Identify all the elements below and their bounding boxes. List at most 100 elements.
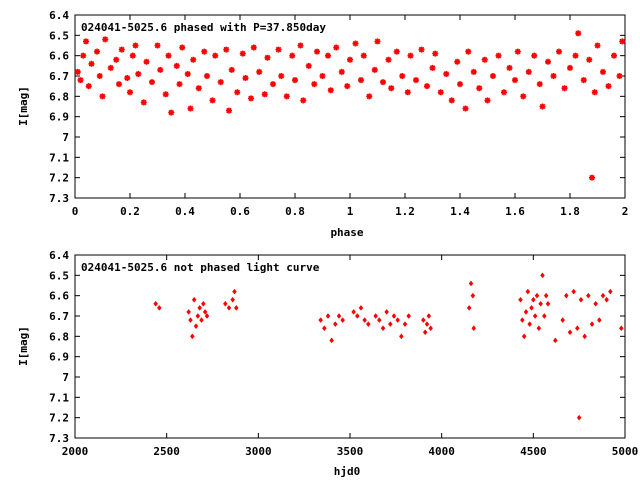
unphased-data-point — [202, 309, 208, 315]
unphased-data-point — [553, 337, 558, 344]
phased-data-point — [476, 85, 483, 92]
phased-data-point — [481, 56, 488, 63]
unphased-data-point — [358, 304, 364, 311]
phased-data-point — [506, 64, 513, 71]
phased-data-point — [297, 42, 304, 49]
unphased-data-point — [582, 333, 587, 340]
phased-data-point — [239, 50, 246, 57]
phased-y-tick-label: 6.7 — [49, 70, 69, 83]
unphased-data-point — [232, 288, 237, 295]
phased-data-point — [270, 81, 276, 88]
phased-y-tick-label: 7.1 — [49, 151, 69, 164]
unphased-data-point — [391, 313, 397, 319]
phased-data-point — [325, 52, 331, 59]
unphased-axis-ticks: 2000 2500 3000 3500 4000 4500 5000 6.4 6.5 6.6 6.7… — [49, 249, 638, 458]
phased-data-point — [531, 52, 538, 59]
unphased-data-point — [576, 414, 582, 421]
phased-data-point — [165, 52, 172, 59]
phased-data-point — [289, 52, 296, 59]
phased-data-point — [292, 77, 298, 84]
phased-data-point — [132, 42, 139, 49]
phased-data-point — [454, 58, 461, 65]
phased-data-point — [256, 68, 263, 75]
phased-data-point — [77, 77, 84, 84]
phased-x-tick-label: 0 — [72, 205, 79, 218]
phased-data-point — [264, 54, 271, 61]
unphased-data-point — [230, 296, 235, 303]
phased-data-point — [600, 68, 606, 75]
phased-data-point — [457, 81, 463, 88]
phased-data-point — [333, 44, 340, 51]
unphased-data-point — [540, 272, 545, 279]
phased-data-point — [404, 89, 411, 96]
unphased-data-point — [333, 321, 338, 328]
unphased-data-point — [384, 309, 389, 315]
phased-y-tick-label: 6.8 — [49, 90, 69, 103]
phased-data-point — [338, 68, 345, 75]
phased-data-point — [278, 73, 285, 79]
phased-data-point — [429, 64, 436, 71]
unphased-data-point — [575, 325, 580, 332]
unphased-data-point — [564, 292, 569, 299]
phased-data-point — [154, 42, 161, 49]
unphased-data-point — [543, 292, 549, 299]
phased-data-point — [580, 77, 587, 84]
unphased-data-point — [201, 300, 206, 307]
phased-data-point — [74, 68, 81, 75]
unphased-data-point — [521, 333, 527, 340]
unphased-data-point — [470, 292, 476, 299]
unphased-x-tick-label: 3500 — [337, 445, 364, 458]
unphased-data-point — [593, 300, 598, 307]
unphased-data-point — [195, 313, 201, 319]
unphased-data-point — [531, 296, 536, 303]
phased-data-point — [118, 46, 125, 53]
unphased-data-point — [529, 304, 534, 311]
phased-x-tick-label: 0.6 — [230, 205, 250, 218]
phased-y-tick-label: 6.9 — [49, 111, 69, 124]
phased-data-point — [226, 107, 232, 114]
phased-data-point — [539, 103, 546, 110]
unphased-y-tick-label: 6.5 — [49, 269, 69, 282]
unphased-data-point — [523, 309, 529, 315]
unphased-x-tick-label: 2000 — [62, 445, 89, 458]
phased-data-point — [99, 93, 106, 100]
phased-data-point — [495, 52, 502, 59]
phased-data-point — [80, 52, 87, 59]
unphased-data-points — [153, 272, 624, 421]
unphased-data-point — [527, 321, 532, 328]
phased-data-point — [113, 56, 120, 63]
phased-data-point — [173, 62, 180, 69]
phased-x-tick-label: 0.2 — [120, 205, 140, 218]
phased-data-point — [347, 56, 353, 63]
phased-chart: 024041-5025.6 phased with P=37.850day ph… — [17, 9, 628, 239]
unphased-data-point — [542, 313, 547, 319]
unphased-y-tick-label: 7 — [62, 371, 69, 384]
phased-data-point — [462, 105, 469, 112]
unphased-data-point — [366, 321, 371, 328]
phased-data-point — [352, 40, 359, 47]
unphased-data-point — [355, 313, 360, 319]
unphased-data-point — [204, 313, 210, 319]
unphased-y-tick-label: 6.7 — [49, 310, 69, 323]
unphased-data-point — [597, 317, 602, 323]
unphased-data-point — [402, 321, 408, 328]
unphased-y-tick-label: 6.6 — [49, 290, 69, 303]
phased-data-point — [242, 75, 249, 82]
phased-data-point — [432, 50, 439, 57]
phased-data-point — [374, 38, 381, 45]
unphased-data-point — [589, 321, 595, 328]
unphased-data-point — [395, 317, 400, 323]
unphased-data-point — [536, 325, 542, 332]
phased-data-point — [168, 109, 175, 116]
phased-data-point — [536, 81, 543, 88]
unphased-data-point — [199, 317, 204, 323]
phased-data-point — [501, 89, 507, 96]
unphased-y-tick-label: 6.8 — [49, 330, 69, 343]
phased-chart-title: 024041-5025.6 phased with P=37.850day — [81, 21, 326, 34]
phased-data-point — [102, 36, 109, 43]
phased-data-point — [344, 83, 351, 90]
phased-data-point — [605, 83, 612, 90]
unphased-data-point — [325, 313, 331, 319]
phased-data-point — [360, 52, 367, 59]
